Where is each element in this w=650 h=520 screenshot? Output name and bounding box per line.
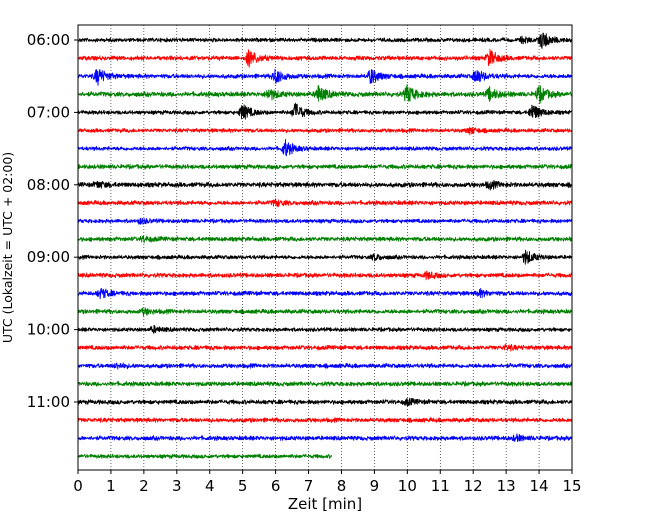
x-tick-label: 9 — [370, 477, 380, 495]
y-axis-label: UTC (Lokalzeit = UTC + 02:00) — [0, 152, 15, 343]
x-tick-label: 7 — [304, 477, 314, 495]
seismic-trace — [77, 324, 573, 334]
x-tick-label: 12 — [464, 477, 483, 495]
seismic-trace — [77, 249, 573, 265]
x-tick-label: 1 — [106, 477, 116, 495]
seismic-trace — [77, 433, 573, 443]
y-tick-label: 10:00 — [27, 321, 70, 339]
seismic-trace — [77, 126, 573, 136]
x-tick-label: 14 — [530, 477, 549, 495]
seismic-trace — [77, 380, 573, 387]
y-tick-label: 08:00 — [27, 176, 70, 194]
x-tick-label: 10 — [398, 477, 417, 495]
seismic-trace — [77, 235, 573, 244]
seismic-trace — [77, 68, 573, 86]
traces-layer — [77, 32, 573, 459]
x-tick-label: 11 — [431, 477, 450, 495]
x-tick-label: 0 — [73, 477, 83, 495]
seismic-trace — [77, 138, 573, 157]
seismic-trace — [77, 307, 573, 317]
seismic-trace — [77, 343, 573, 352]
x-axis-label: Zeit [min] — [288, 495, 362, 513]
x-tick-label: 5 — [238, 477, 248, 495]
seismic-trace — [77, 397, 573, 407]
seismic-trace — [77, 270, 573, 281]
y-axis: 06:00 07:00 08:00 09:00 10:00 11:00 — [27, 31, 78, 411]
x-tick-label: 4 — [205, 477, 215, 495]
seismic-trace — [77, 288, 573, 300]
x-tick-label: 8 — [337, 477, 347, 495]
seismic-trace — [77, 198, 573, 208]
seismic-trace — [77, 163, 573, 170]
seismic-trace — [77, 417, 573, 424]
seismic-trace — [77, 217, 573, 225]
seismic-trace — [77, 102, 573, 120]
x-axis: 0 1 2 3 4 5 6 7 8 9 10 11 12 13 14 15 — [73, 470, 582, 495]
y-tick-label: 09:00 — [27, 248, 70, 266]
seismic-trace — [77, 362, 573, 370]
x-tick-label: 13 — [497, 477, 516, 495]
x-tick-label: 15 — [562, 477, 581, 495]
seismic-trace — [77, 32, 573, 49]
seismic-trace — [77, 84, 573, 105]
y-tick-label: 11:00 — [27, 393, 70, 411]
seismic-trace — [77, 180, 573, 191]
x-tick-label: 6 — [271, 477, 281, 495]
x-tick-label: 2 — [139, 477, 149, 495]
grid-layer — [110, 25, 540, 470]
seismic-trace — [77, 48, 573, 68]
plot-frame — [77, 24, 573, 471]
y-tick-label: 07:00 — [27, 103, 70, 121]
seismic-trace — [77, 453, 333, 459]
x-tick-label: 3 — [172, 477, 182, 495]
y-tick-label: 06:00 — [27, 31, 70, 49]
